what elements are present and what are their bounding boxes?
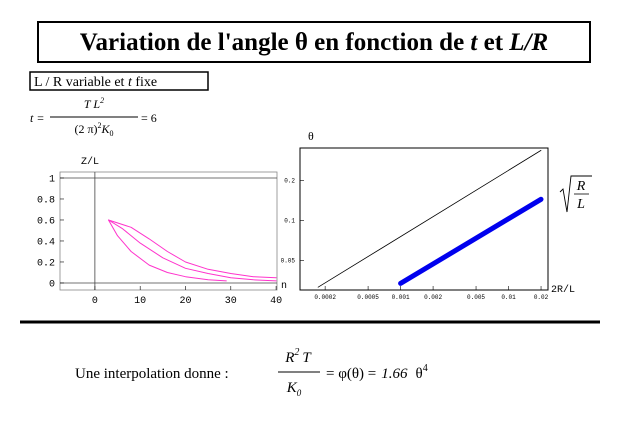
- formula-exp: 2: [100, 96, 104, 105]
- formula-numerator: T L2: [84, 96, 104, 111]
- interp-exp: 2: [294, 347, 299, 358]
- formula: t = T L2 (2 π)2K0 = 6: [30, 96, 157, 138]
- radical: [559, 175, 592, 213]
- interp-text: T: [302, 350, 312, 366]
- interp-coef: 1.66: [381, 366, 408, 382]
- series-line: [108, 219, 277, 279]
- x-tick-label: 0.0005: [357, 294, 379, 301]
- interp-exp: 4: [423, 363, 428, 374]
- formula-text: T L: [84, 97, 100, 111]
- interpolation: Une interpolation donne : R2 T K0 = φ(θ) …: [75, 347, 428, 398]
- formula-denominator: (2 π)2K0: [74, 121, 113, 138]
- interp-numerator: R2 T: [284, 347, 312, 366]
- x-tick-label: 10: [134, 296, 146, 307]
- title-text: Variation de l'angle θ en fonction de: [80, 29, 471, 56]
- title-text: t: [470, 29, 478, 56]
- subtitle-text: t: [128, 75, 133, 90]
- formula-rhs: = 6: [141, 111, 157, 125]
- formula-text: (2 π): [74, 122, 97, 136]
- x-tick-label: 0.0002: [314, 294, 336, 301]
- x-tick-label: 0.005: [467, 294, 485, 301]
- subtitle-text: fixe: [132, 75, 157, 90]
- subtitle: L / R variable et t fixe: [34, 75, 157, 90]
- y-tick-label: 0.4: [37, 237, 55, 248]
- x-tick-label: 0.001: [392, 294, 410, 301]
- x-axis-label: 2R/L: [551, 284, 575, 296]
- x-tick-label: 0: [92, 296, 98, 307]
- interpolation-label: Une interpolation donne :: [75, 366, 229, 382]
- interp-sub: 0: [297, 388, 302, 398]
- x-tick-label: 20: [179, 296, 191, 307]
- annotation-denominator: L: [576, 197, 585, 212]
- x-tick-label: 0.01: [501, 294, 516, 301]
- x-tick-label: 0.002: [424, 294, 442, 301]
- y-axis-label: θ: [308, 129, 314, 143]
- x-tick-label: 40: [270, 296, 282, 307]
- subtitle-text: L / R variable et: [34, 75, 128, 90]
- formula-lhs: t =: [30, 111, 44, 125]
- y-tick-label: 0.8: [37, 195, 55, 206]
- formula-exp: 2: [98, 121, 102, 130]
- interp-equation: = φ(θ) = 1.66 θ4: [326, 363, 428, 382]
- annotation-numerator: R: [576, 179, 586, 194]
- series-line: [108, 219, 227, 282]
- x-tick-label: 30: [225, 296, 237, 307]
- interp-denominator: K0: [286, 380, 302, 398]
- series-line: [398, 196, 544, 286]
- x-tick-label: 0.02: [534, 294, 549, 301]
- plot-frame: [299, 147, 549, 291]
- title-box: [37, 21, 591, 63]
- title: Variation de l'angle θ en fonction de t …: [80, 29, 548, 56]
- title-text: L/R: [508, 29, 548, 56]
- interp-text: K: [286, 380, 298, 396]
- interp-text: R: [284, 350, 294, 366]
- y-tick-label: 0.2: [284, 177, 295, 184]
- series-line: [108, 219, 277, 282]
- subtitle-box: [29, 71, 209, 91]
- y-tick-label: 0.2: [37, 258, 55, 269]
- y-tick-label: 0.1: [284, 218, 295, 225]
- title-text: et: [477, 29, 509, 56]
- plot-frame: [59, 171, 278, 291]
- formula-text: K: [101, 122, 111, 136]
- interp-text: θ: [416, 366, 423, 382]
- x-axis-label: n: [281, 281, 287, 292]
- interp-text: = φ(θ) =: [326, 366, 376, 382]
- y-axis-label: Z/L: [81, 156, 99, 168]
- y-tick-label: 0: [49, 279, 55, 290]
- formula-sub: 0: [110, 129, 114, 138]
- y-tick-label: 1: [49, 174, 55, 185]
- series-line: [317, 150, 542, 288]
- y-tick-label: 0.6: [37, 216, 55, 227]
- y-tick-label: 0.05: [281, 258, 296, 265]
